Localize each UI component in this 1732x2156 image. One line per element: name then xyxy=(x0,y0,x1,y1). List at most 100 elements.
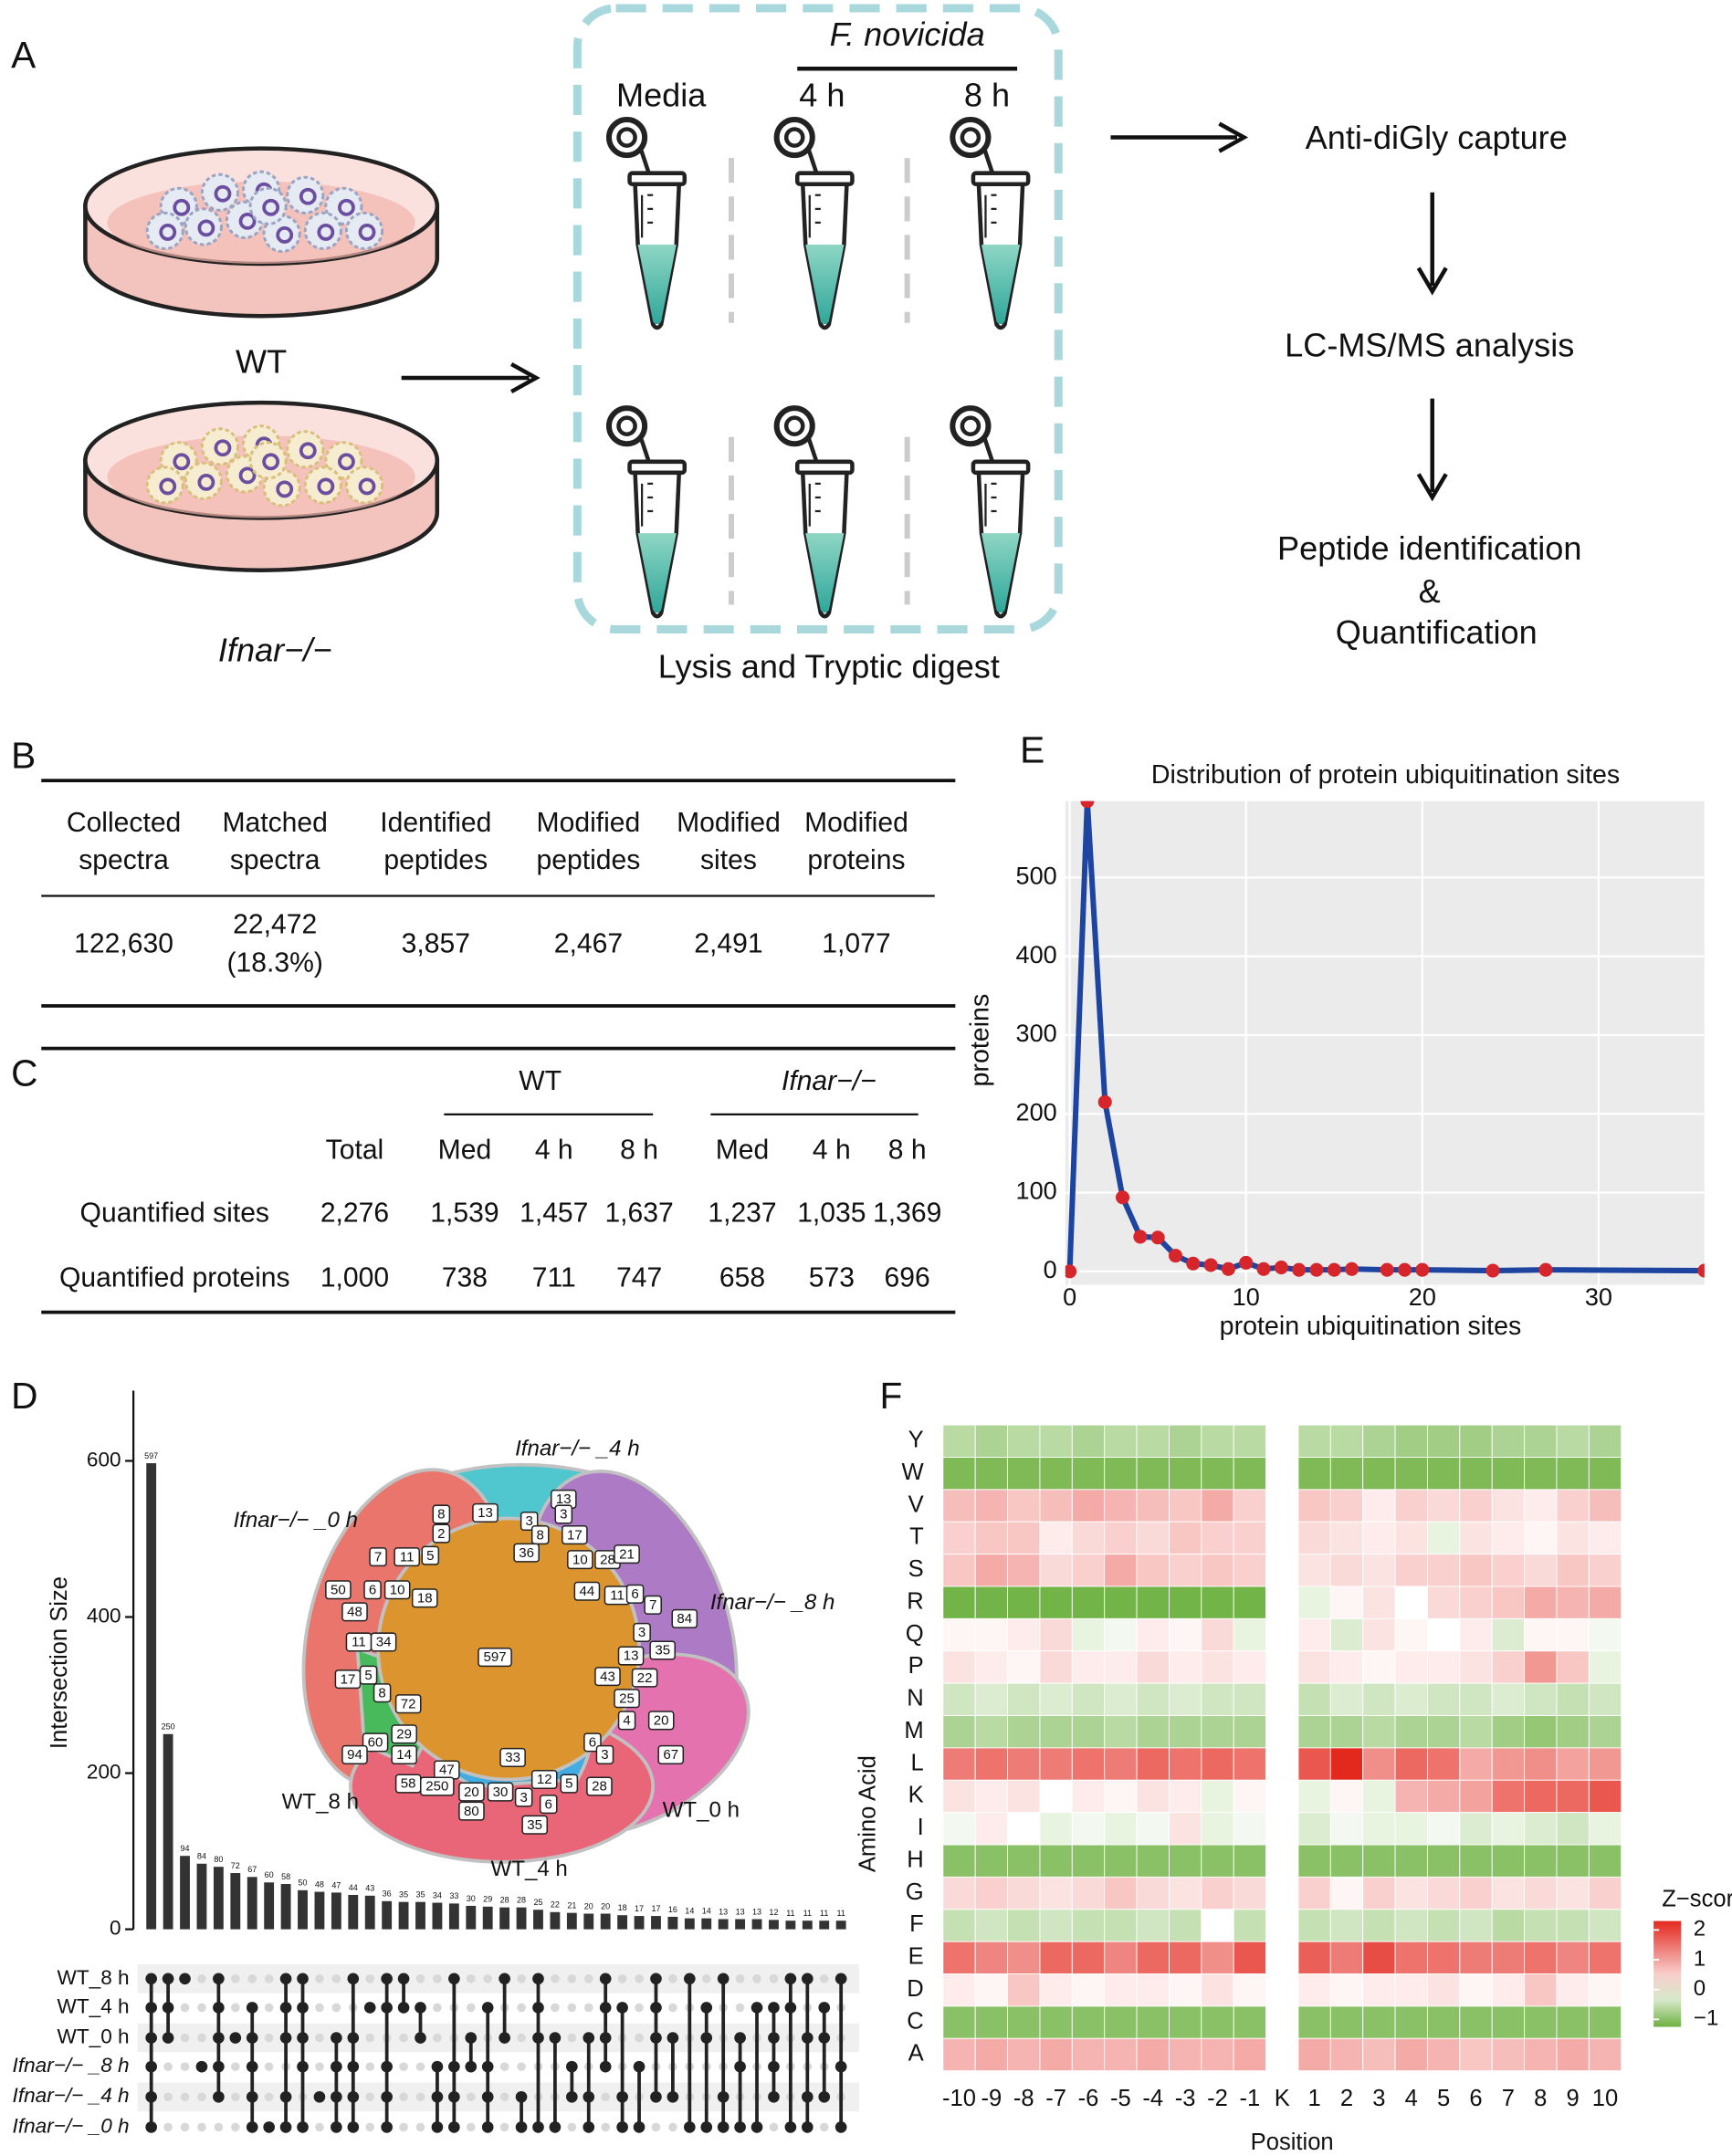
count-box xyxy=(373,1683,392,1703)
x-tick-label: -1 xyxy=(1240,2086,1261,2111)
heat-cell xyxy=(1588,1489,1622,1523)
heat-cell xyxy=(1588,2037,1622,2072)
cell-nucleus xyxy=(358,477,376,496)
heat-cell xyxy=(1007,1521,1041,1555)
heat-cell xyxy=(1588,1682,1622,1716)
heat-cell xyxy=(1104,1586,1138,1619)
group-label: WT xyxy=(236,342,287,380)
member-dot xyxy=(179,1973,191,1985)
y-tick-label: P xyxy=(908,1653,924,1679)
empty-dot xyxy=(180,2092,190,2102)
count-box xyxy=(472,1502,499,1523)
count-box xyxy=(586,1776,613,1796)
heat-cell xyxy=(1524,1424,1558,1458)
heat-cell xyxy=(974,1812,1009,1846)
member-dot xyxy=(499,2032,510,2044)
empty-dot xyxy=(331,1973,341,1983)
set-label: WT_8 h xyxy=(282,1789,359,1814)
member-dot xyxy=(431,2060,444,2073)
count-box xyxy=(594,1667,621,1687)
empty-dot xyxy=(365,2092,375,2102)
heat-cell xyxy=(1201,1941,1234,1974)
table-header: proteins xyxy=(807,845,905,875)
empty-dot xyxy=(264,2033,274,2043)
region-count: 50 xyxy=(331,1582,346,1597)
table-cell: 2,491 xyxy=(694,929,762,959)
member-dot xyxy=(734,2121,746,2133)
heat-cell xyxy=(1039,1586,1073,1619)
heat-cell xyxy=(1233,1876,1267,1910)
member-dot xyxy=(768,2060,780,2073)
table-cell: 1,539 xyxy=(430,1198,499,1229)
count-box xyxy=(421,1545,440,1565)
heat-cell xyxy=(1394,1489,1428,1523)
heat-cell xyxy=(1362,1779,1396,1814)
heat-cell xyxy=(1201,1586,1234,1619)
heat-cell xyxy=(1394,1715,1428,1749)
region-count: 60 xyxy=(368,1735,383,1751)
bar-label: 94 xyxy=(181,1844,190,1853)
heat-cell xyxy=(1394,1682,1428,1716)
bar xyxy=(819,1921,830,1930)
heat-cell xyxy=(942,1973,976,2007)
heat-cell xyxy=(1459,1424,1493,1458)
heat-cell xyxy=(1491,1909,1526,1942)
table-cell: 658 xyxy=(719,1262,765,1293)
heat-cell xyxy=(1007,1424,1041,1458)
bar xyxy=(835,1921,846,1930)
bar-label: 25 xyxy=(533,1898,542,1907)
count-box xyxy=(411,1588,438,1608)
heat-cell xyxy=(1104,1521,1138,1555)
heat-cell xyxy=(1007,2037,1041,2072)
count-box xyxy=(631,1668,658,1688)
member-dot xyxy=(599,1973,612,1985)
empty-dot xyxy=(517,2033,526,2043)
empty-dot xyxy=(230,2092,240,2102)
member-dot xyxy=(347,1973,360,1985)
bar-label: 20 xyxy=(601,1901,610,1910)
heat-cell xyxy=(1556,1457,1590,1491)
y-tick-label: S xyxy=(908,1556,924,1582)
heat-cell xyxy=(1104,1554,1138,1587)
heat-cell xyxy=(1071,1521,1106,1555)
member-dot xyxy=(448,1973,460,1985)
heat-cell xyxy=(1524,1876,1558,1910)
heat-cell xyxy=(1136,1812,1170,1846)
heat-cell xyxy=(1071,1779,1106,1814)
x-tick-label: 8 xyxy=(1534,2086,1547,2111)
bar xyxy=(331,1892,341,1930)
heat-cell xyxy=(1201,1521,1234,1555)
tube xyxy=(609,408,685,616)
heat-cell xyxy=(1394,1650,1428,1684)
table-header: 4 h xyxy=(813,1135,851,1165)
heat-cell xyxy=(1329,1617,1364,1652)
y-tick-label: 400 xyxy=(1016,940,1057,968)
panel-label: F xyxy=(880,1375,903,1417)
y-tick-label: E xyxy=(908,1944,924,1970)
tube xyxy=(952,408,1028,616)
y-tick-label: 0 xyxy=(110,1917,121,1940)
point xyxy=(1274,1261,1288,1275)
region-count: 28 xyxy=(592,1779,607,1795)
member-dot xyxy=(650,1973,662,1985)
heat-cell xyxy=(1201,1682,1234,1716)
region-count: 30 xyxy=(493,1784,509,1800)
member-dot xyxy=(246,2090,258,2103)
empty-dot xyxy=(735,2003,745,2013)
member-dot xyxy=(448,2121,460,2133)
count-box xyxy=(383,1580,411,1600)
heat-cell xyxy=(1362,1715,1396,1749)
bar xyxy=(583,1913,594,1930)
heat-cell xyxy=(1394,1521,1428,1555)
cell xyxy=(145,466,184,505)
region-count: 47 xyxy=(439,1763,455,1778)
table-header: Collected xyxy=(67,808,181,838)
empty-dot xyxy=(819,1973,829,1983)
heat-cell xyxy=(1071,1554,1106,1587)
empty-dot xyxy=(415,2062,425,2071)
heat-cell xyxy=(1524,2037,1558,2072)
heat-cell xyxy=(1136,2037,1170,2072)
member-dot xyxy=(246,2032,258,2044)
heat-cell xyxy=(1007,1779,1041,1814)
region-count: 6 xyxy=(545,1796,552,1812)
